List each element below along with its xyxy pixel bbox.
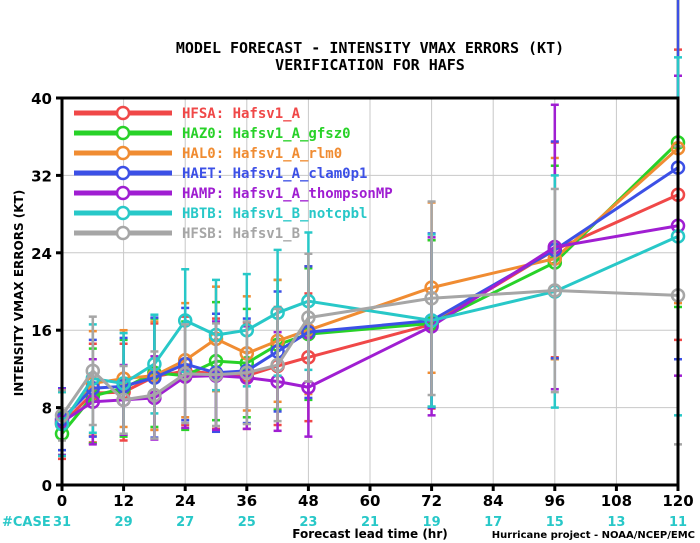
case-count-label: 13 [607, 515, 625, 530]
legend-marker [115, 145, 131, 161]
chart-subtitle: VERIFICATION FOR HAFS [275, 56, 465, 74]
case-count-label: 19 [423, 515, 441, 530]
legend-label: HAMP: Hafsv1_A_thompsonMP [182, 186, 393, 202]
data-point [424, 291, 439, 306]
case-label: #CASE [2, 515, 51, 530]
case-count-label: 15 [546, 515, 564, 530]
data-point [301, 310, 316, 325]
legend-label: HFSA: Hafsv1_A [182, 106, 301, 122]
x-tick-label: 108 [601, 492, 632, 510]
y-axis-label: INTENSITY VMAX ERRORS (KT) [12, 190, 26, 396]
data-point [116, 392, 131, 408]
case-count-label: 21 [361, 515, 379, 530]
y-tick-label: 0 [42, 477, 52, 495]
data-point [239, 365, 255, 381]
case-count-label: 11 [669, 515, 687, 530]
data-point [208, 367, 224, 382]
x-tick-label: 120 [662, 492, 693, 510]
x-axis-label: Forecast lead time (hr) [292, 527, 448, 541]
data-point [147, 387, 162, 403]
data-point [85, 363, 101, 379]
y-tick-label: 40 [31, 90, 52, 108]
case-count-label: 29 [115, 515, 133, 530]
legend-marker [115, 185, 131, 201]
credit-text: Hurricane project - NOAA/NCEP/EMC [492, 530, 695, 541]
x-tick-label: 60 [360, 492, 381, 510]
legend-marker [115, 105, 131, 121]
x-tick-label: 84 [483, 492, 504, 510]
data-point [177, 366, 193, 381]
legend-label: HAET: Hafsv1_A_clam0p1 [182, 166, 367, 182]
y-tick-label: 8 [42, 400, 52, 418]
x-tick-label: 72 [421, 492, 442, 510]
y-tick-label: 16 [31, 322, 52, 340]
legend-marker [115, 225, 131, 241]
legend-marker [115, 165, 131, 181]
legend-marker [115, 205, 131, 221]
data-point [270, 357, 285, 373]
y-tick-label: 24 [31, 245, 52, 263]
case-count-label: 23 [299, 515, 317, 530]
legend: HFSA: Hafsv1_A HAZ0: Hafsv1_A_gfsz0 HAL0: … [74, 105, 393, 242]
legend-marker [115, 125, 131, 141]
case-count-label: 25 [238, 515, 256, 530]
axis-layer: 0 8 16 24 32 40 0 31 12 29 24 27 36 25 48 23 60 21 72 19 84 1… [2, 90, 694, 530]
legend-label: HBTB: Hafsv1_B_notcpbl [182, 206, 367, 222]
x-tick-label: 12 [113, 492, 134, 510]
legend-label: HAZ0: Hafsv1_A_gfsz0 [182, 126, 351, 142]
x-tick-label: 36 [236, 492, 257, 510]
x-tick-label: 48 [298, 492, 319, 510]
y-tick-label: 32 [31, 167, 52, 185]
x-tick-label: 24 [175, 492, 196, 510]
chart-title: MODEL FORECAST - INTENSITY VMAX ERRORS (… [176, 39, 564, 57]
x-tick-label: 0 [57, 492, 67, 510]
case-count-label: 27 [176, 515, 194, 530]
legend-label: HAL0: Hafsv1_A_rlm0 [182, 146, 342, 162]
data-point [547, 283, 563, 298]
case-count-label: 31 [53, 515, 71, 530]
case-count-label: 17 [484, 515, 502, 530]
x-tick-label: 96 [544, 492, 565, 510]
legend-label: HFSB: Hafsv1_B [182, 226, 300, 242]
